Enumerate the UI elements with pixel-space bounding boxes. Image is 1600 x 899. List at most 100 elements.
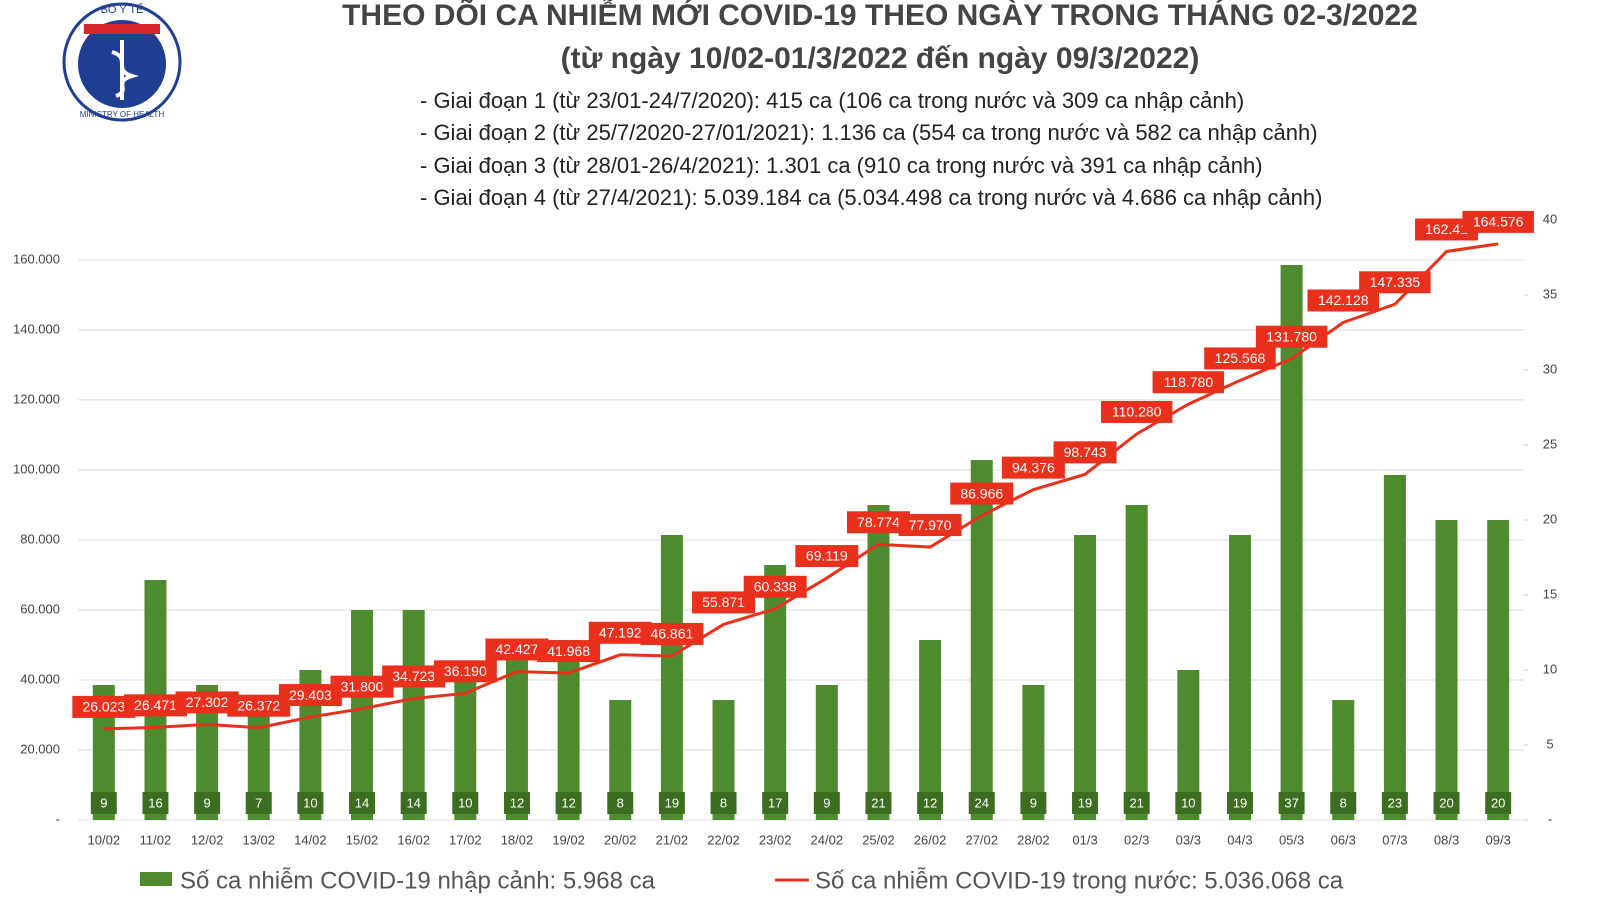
value-label: 131.780 xyxy=(1266,328,1317,344)
bar xyxy=(1177,670,1200,820)
bar xyxy=(1332,700,1355,820)
bar-label-box xyxy=(1330,792,1357,814)
logo-text: BỘ Y TẾ xyxy=(101,3,144,16)
bar xyxy=(712,700,735,820)
x-tick-label: 13/02 xyxy=(242,832,275,847)
x-tick-label: 16/02 xyxy=(397,832,430,847)
value-label: 26.372 xyxy=(237,697,280,713)
value-label: 26.471 xyxy=(134,697,177,713)
bar-label: 8 xyxy=(617,795,624,810)
bar xyxy=(1228,535,1251,820)
chart-subtitle: (từ ngày 10/02-01/3/2022 đến ngày 09/3/2… xyxy=(561,42,1200,75)
value-label: 164.576 xyxy=(1473,214,1524,230)
bar-label: 12 xyxy=(561,795,575,810)
value-label: 125.568 xyxy=(1215,350,1266,366)
y-tick-label: 40.000 xyxy=(20,671,60,686)
bar-label: 9 xyxy=(203,795,210,810)
bar-label: 10 xyxy=(1181,795,1195,810)
bar xyxy=(92,685,115,820)
value-label-box xyxy=(433,660,497,683)
value-label-box xyxy=(1307,289,1379,312)
bar-label-box xyxy=(658,792,685,814)
value-label: 162.41 xyxy=(1425,221,1468,237)
value-label-box xyxy=(743,575,807,598)
bar-label-box xyxy=(503,792,530,814)
value-label: 46.861 xyxy=(650,626,693,642)
value-label-box xyxy=(537,640,601,663)
x-tick-label: 19/02 xyxy=(552,832,585,847)
value-label: 36.190 xyxy=(444,663,487,679)
bar-label: 16 xyxy=(148,795,162,810)
bar-label: 9 xyxy=(1030,795,1037,810)
bar xyxy=(402,610,425,820)
y-tick-label: 160.000 xyxy=(13,251,60,266)
bar-label: 8 xyxy=(1340,795,1347,810)
bar-label-box xyxy=(1226,792,1253,814)
y2-tick-label: - xyxy=(1548,811,1552,826)
value-label-box xyxy=(382,665,446,688)
x-tick-label: 02/3 xyxy=(1124,832,1149,847)
bar xyxy=(1022,685,1045,820)
value-label: 147.335 xyxy=(1370,274,1421,290)
value-label-box xyxy=(640,622,704,645)
value-label-box xyxy=(1255,325,1328,348)
value-label: 78.774 xyxy=(857,514,900,530)
value-label-box xyxy=(330,675,394,698)
bar-label: 21 xyxy=(871,795,885,810)
y-tick-label: 20.000 xyxy=(20,741,60,756)
value-label-box xyxy=(1359,271,1431,294)
x-tick-label: 24/02 xyxy=(811,832,844,847)
bar-label: 24 xyxy=(975,795,989,810)
x-tick-label: 23/02 xyxy=(759,832,792,847)
bar-label-box xyxy=(1175,792,1202,814)
bar xyxy=(660,535,683,820)
bar-label-box xyxy=(710,792,737,814)
bar-label-box xyxy=(1123,792,1150,814)
annotation: - Giai đoạn 2 (từ 25/7/2020-27/01/2021):… xyxy=(420,120,1318,145)
bar-label: 21 xyxy=(1129,795,1143,810)
bar-label: 7 xyxy=(255,795,262,810)
value-label-box xyxy=(1204,347,1276,370)
bar-label-box xyxy=(968,792,995,814)
value-label: 27.302 xyxy=(186,694,229,710)
x-tick-label: 01/3 xyxy=(1072,832,1097,847)
logo-band xyxy=(84,24,160,34)
bar-label-box xyxy=(142,792,169,814)
value-label: 118.780 xyxy=(1164,374,1214,390)
y2-tick-label: 30 xyxy=(1543,361,1557,376)
x-tick-label: 18/02 xyxy=(501,832,534,847)
value-label: 41.968 xyxy=(547,643,590,659)
bar-label-box xyxy=(194,792,221,814)
value-label-box xyxy=(692,591,756,614)
bar-label: 17 xyxy=(768,795,782,810)
value-label-box xyxy=(123,694,187,717)
bar-label: 19 xyxy=(665,795,679,810)
value-label-box xyxy=(278,684,342,707)
bar xyxy=(299,670,322,820)
bar xyxy=(764,565,787,820)
bar-label-box xyxy=(1485,792,1512,814)
x-tick-label: 26/02 xyxy=(914,832,947,847)
bar xyxy=(919,640,942,820)
y2-tick-label: 40 xyxy=(1543,211,1557,226)
bar-label-box xyxy=(297,792,324,814)
bar xyxy=(815,685,838,820)
bar-label-box xyxy=(813,792,840,814)
value-label: 98.743 xyxy=(1064,444,1107,460)
value-label-box xyxy=(485,638,549,661)
bar-label: 10 xyxy=(458,795,472,810)
value-label: 94.376 xyxy=(1012,459,1055,475)
x-tick-label: 07/3 xyxy=(1382,832,1407,847)
value-label-box xyxy=(1415,218,1479,241)
logo-symbol xyxy=(111,40,139,100)
value-label: 55.871 xyxy=(702,594,745,610)
y-tick-label: 80.000 xyxy=(20,531,60,546)
value-label-box xyxy=(175,691,239,714)
y2-tick-label: 25 xyxy=(1543,436,1557,451)
bar-label-box xyxy=(1072,792,1099,814)
value-label-box xyxy=(1152,371,1225,394)
bar-label-box xyxy=(1278,792,1305,814)
bar-label-box xyxy=(1020,792,1047,814)
bar-label: 20 xyxy=(1491,795,1505,810)
